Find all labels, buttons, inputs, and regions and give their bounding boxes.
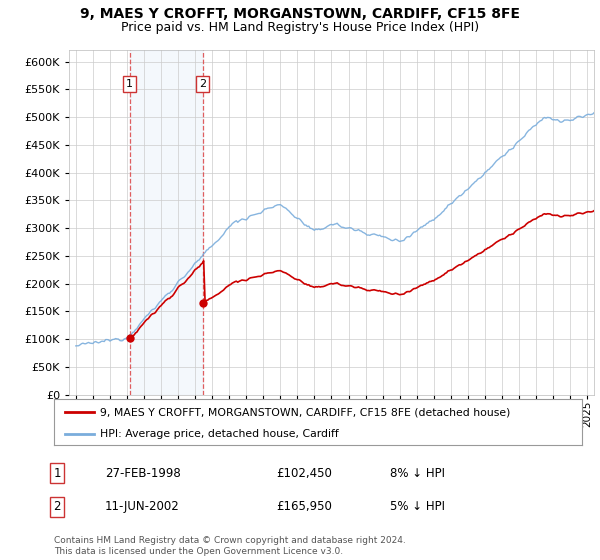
Bar <box>130 50 203 395</box>
Text: Price paid vs. HM Land Registry's House Price Index (HPI): Price paid vs. HM Land Registry's House … <box>121 21 479 34</box>
Text: 9, MAES Y CROFFT, MORGANSTOWN, CARDIFF, CF15 8FE: 9, MAES Y CROFFT, MORGANSTOWN, CARDIFF, … <box>80 7 520 21</box>
Text: HPI: Average price, detached house, Cardiff: HPI: Average price, detached house, Card… <box>100 429 339 438</box>
Text: 2: 2 <box>199 79 206 88</box>
Text: 2: 2 <box>53 500 61 514</box>
Text: 11-JUN-2002: 11-JUN-2002 <box>105 500 180 514</box>
Text: 5% ↓ HPI: 5% ↓ HPI <box>390 500 445 514</box>
Text: £165,950: £165,950 <box>276 500 332 514</box>
Text: 1: 1 <box>53 466 61 480</box>
Text: £102,450: £102,450 <box>276 466 332 480</box>
Text: 27-FEB-1998: 27-FEB-1998 <box>105 466 181 480</box>
Text: 8% ↓ HPI: 8% ↓ HPI <box>390 466 445 480</box>
Text: 1: 1 <box>126 79 133 88</box>
Text: 9, MAES Y CROFFT, MORGANSTOWN, CARDIFF, CF15 8FE (detached house): 9, MAES Y CROFFT, MORGANSTOWN, CARDIFF, … <box>100 407 511 417</box>
Text: Contains HM Land Registry data © Crown copyright and database right 2024.
This d: Contains HM Land Registry data © Crown c… <box>54 536 406 556</box>
